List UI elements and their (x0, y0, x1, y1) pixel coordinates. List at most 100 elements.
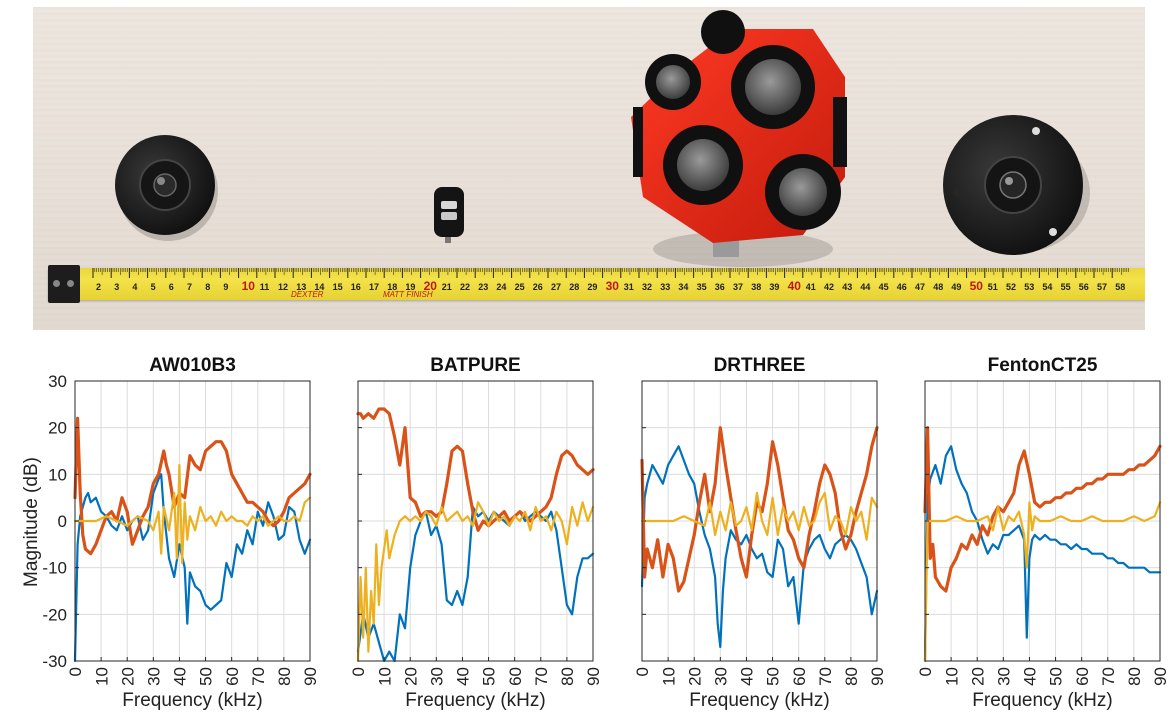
loudspeaker-aw010b3 (115, 135, 218, 241)
tape-number-label: 41 (806, 282, 816, 292)
x-axis-label-aw010b3: Frequency (kHz) (122, 690, 263, 711)
x-tick-label: 70 (816, 667, 835, 686)
tape-number-label: 4 (132, 282, 137, 292)
x-tick-label: 50 (764, 667, 783, 686)
tape-number-label: 7 (187, 282, 192, 292)
tape-number-label: 16 (351, 282, 361, 292)
x-tick-label: 80 (275, 667, 294, 686)
tape-finish-label: MATT FINISH (383, 290, 433, 299)
x-tick-label: 10 (942, 667, 961, 686)
y-tick-label: 0 (58, 512, 67, 531)
tape-number-label: 13 (296, 282, 306, 292)
tape-number-label: 42 (824, 282, 834, 292)
tape-number-label: 50 (970, 279, 984, 293)
tape-number-label: 35 (697, 282, 707, 292)
x-tick-label: 0 (349, 667, 368, 676)
x-tick-label: 0 (633, 667, 652, 676)
x-tick-label: 60 (506, 667, 525, 686)
x-tick-label: 10 (659, 667, 678, 686)
x-tick-label: 30 (428, 667, 447, 686)
tape-number-label: 54 (1042, 282, 1052, 292)
tape-number-label: 55 (1061, 282, 1071, 292)
chart-title-aw010b3: AW010B3 (149, 355, 236, 376)
series-line-2 (73, 463, 312, 565)
tape-number-label: 20 (424, 279, 438, 293)
x-tick-label: 70 (1099, 667, 1118, 686)
tape-brand-label: DEXTER (291, 290, 324, 299)
tape-number-label: 29 (587, 282, 597, 292)
x-axis-label-drthree: Frequency (kHz) (689, 690, 830, 711)
chart-panel: 0 10 20 30 40 50 60 70 80 90 (916, 380, 1170, 686)
x-tick-label: 40 (1021, 667, 1040, 686)
tape-number-label: 33 (660, 282, 670, 292)
tape-number-label: 12 (278, 282, 288, 292)
y-tick-label: -30 (42, 652, 67, 671)
tape-number-label: 36 (715, 282, 725, 292)
y-tick-label: 10 (48, 465, 67, 484)
x-tick-label: 60 (223, 667, 242, 686)
x-tick-label: 20 (685, 667, 704, 686)
x-tick-label: 0 (916, 667, 935, 676)
tape-number-label: 10 (242, 279, 256, 293)
tape-number-label: 30 (606, 279, 620, 293)
tape-number-label: 49 (951, 282, 961, 292)
tape-number-label: 39 (769, 282, 779, 292)
x-tick-label: 50 (197, 667, 216, 686)
tape-number-label: 32 (642, 282, 652, 292)
series-line-0 (923, 445, 1162, 663)
series-line-1 (356, 407, 595, 532)
x-tick-label: 90 (868, 667, 887, 686)
x-tick-label: 30 (145, 667, 164, 686)
tape-number-label: 53 (1024, 282, 1034, 292)
x-tick-label: 40 (738, 667, 757, 686)
loudspeaker-batpure (434, 187, 464, 243)
tape-number-label: 47 (915, 282, 925, 292)
tape-number-label: 2 (96, 282, 101, 292)
x-tick-label: 90 (584, 667, 603, 686)
x-tick-label: 0 (66, 667, 85, 676)
tape-number-label: 6 (169, 282, 174, 292)
tape-measure (48, 268, 1145, 300)
tape-number-label: 3 (114, 282, 119, 292)
x-tick-label: 40 (171, 667, 190, 686)
tape-number-label: 19 (405, 282, 415, 292)
x-tick-label: 80 (842, 667, 861, 686)
tape-number-label: 51 (988, 282, 998, 292)
x-tick-label: 80 (1125, 667, 1144, 686)
x-tick-label: 30 (995, 667, 1014, 686)
series-line-1 (640, 426, 879, 593)
chart-title-fentonct25: FentonCT25 (987, 355, 1098, 376)
x-tick-label: 90 (301, 667, 320, 686)
tape-number-label: 26 (533, 282, 543, 292)
tape-number-label: 15 (333, 282, 343, 292)
x-tick-label: 70 (532, 667, 551, 686)
y-tick-label: -20 (42, 605, 67, 624)
x-tick-label: 70 (249, 667, 268, 686)
series-line-0 (73, 473, 312, 663)
tape-number-label: 45 (879, 282, 889, 292)
tape-number-label: 25 (515, 282, 525, 292)
x-tick-label: 50 (1047, 667, 1066, 686)
tape-number-label: 22 (460, 282, 470, 292)
tape-number-label: 56 (1079, 282, 1089, 292)
series-line-2 (923, 501, 1162, 663)
y-tick-label: -10 (42, 559, 67, 578)
tape-number-label: 34 (678, 282, 688, 292)
x-tick-label: 50 (480, 667, 499, 686)
x-tick-label: 20 (401, 667, 420, 686)
x-tick-label: 30 (712, 667, 731, 686)
x-tick-label: 10 (375, 667, 394, 686)
tape-number-label: 57 (1097, 282, 1107, 292)
chart-panel: 0 10 20 30 40 50 60 70 80 90 (633, 380, 887, 686)
chart-panel: 0 10 20 30 40 50 60 70 80 90 30 20 10 0 -10 -20 -30 (42, 372, 320, 686)
y-tick-label: 30 (48, 372, 67, 391)
tape-number-label: 48 (933, 282, 943, 292)
tape-number-label: 17 (369, 282, 379, 292)
tape-number-label: 24 (496, 282, 506, 292)
tape-number-label: 38 (751, 282, 761, 292)
x-axis-label-batpure: Frequency (kHz) (405, 690, 546, 711)
tape-number-label: 5 (151, 282, 156, 292)
tape-number-label: 44 (860, 282, 870, 292)
tape-number-label: 28 (569, 282, 579, 292)
